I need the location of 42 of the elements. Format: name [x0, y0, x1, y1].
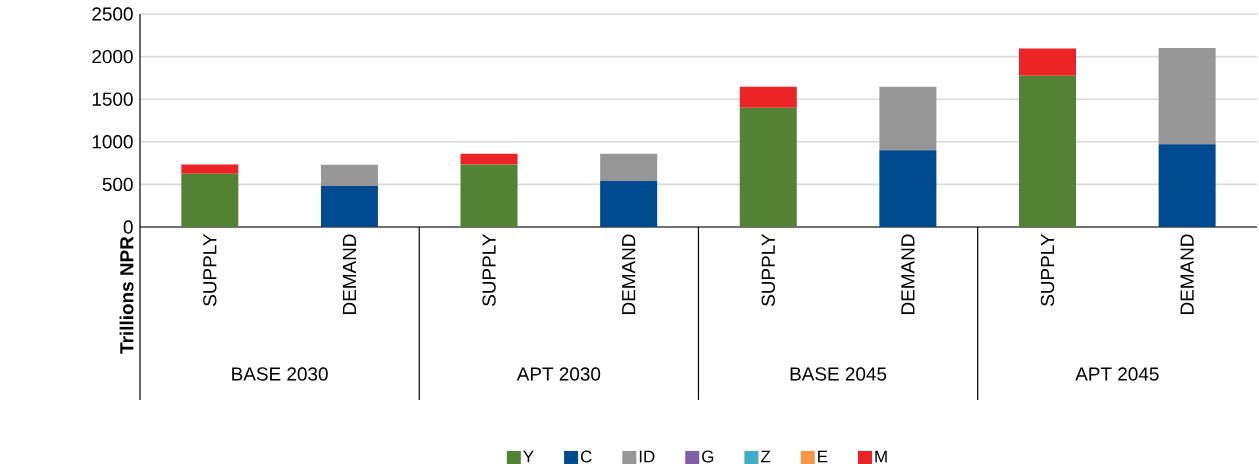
bar	[460, 164, 518, 227]
bar	[1019, 48, 1076, 76]
x-tick-label: DEMAND	[1180, 234, 1194, 314]
bar	[879, 86, 937, 151]
bar	[320, 164, 378, 187]
text: BASE 2030	[232, 367, 328, 381]
bar	[600, 180, 658, 227]
bar	[320, 186, 378, 227]
y-tick-label: 1500	[92, 92, 133, 106]
bar	[739, 107, 797, 227]
bar	[600, 153, 658, 181]
bar	[181, 164, 239, 174]
y-tick-label: 0	[123, 220, 133, 234]
legend-label: M	[875, 450, 887, 463]
bar	[1158, 144, 1216, 227]
legend-label: Z	[760, 450, 771, 463]
x-tick-label: SUPPLY	[1040, 233, 1055, 306]
bar	[739, 86, 797, 108]
text: BASE 2045	[790, 367, 887, 381]
x-tick-label: SUPPLY	[761, 233, 775, 306]
text: APT 2030	[516, 367, 601, 381]
x-tick-label: DEMAND	[901, 234, 915, 314]
x-tick-label: SUPPLY	[482, 233, 496, 306]
bar	[1158, 48, 1216, 145]
bar	[1019, 75, 1076, 227]
x-tick-label: SUPPLY	[203, 233, 217, 306]
legend-label: E	[818, 450, 828, 463]
bar	[181, 173, 239, 227]
y-tick-label: 2500	[92, 7, 133, 21]
y-tick-label: 1000	[92, 135, 133, 149]
bar	[879, 150, 937, 227]
x-tick-label: DEMAND	[622, 234, 636, 314]
bar	[460, 153, 518, 165]
text: APT 2045	[1075, 367, 1159, 381]
legend-label: ID	[639, 450, 655, 463]
x-tick-label: DEMAND	[342, 234, 356, 314]
legend-label: G	[702, 450, 714, 463]
y-tick-label: 500	[102, 177, 133, 192]
legend-label: Y	[523, 450, 534, 463]
y-axis-title: Trillions NPR	[119, 236, 134, 354]
legend-label: C	[580, 450, 592, 463]
y-tick-label: 2000	[92, 49, 133, 64]
